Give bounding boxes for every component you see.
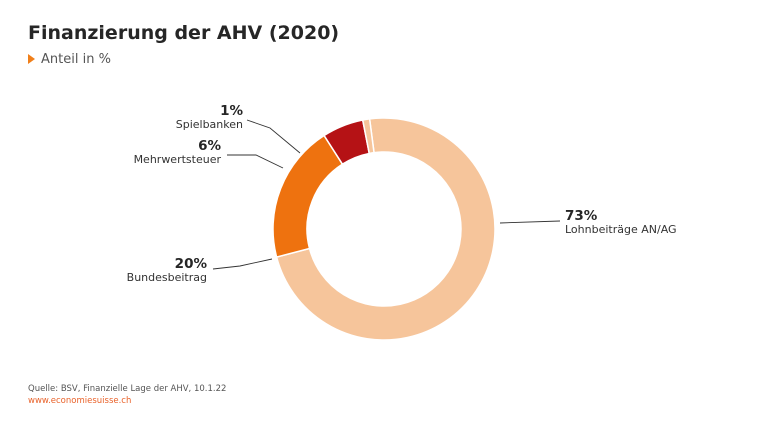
source-note: Quelle: BSV, Finanzielle Lage der AHV, 1… bbox=[28, 384, 227, 394]
slice-lohnbeitr-ge-an-ag[interactable] bbox=[275, 117, 496, 341]
leader-line-spielbanken bbox=[246, 119, 301, 154]
donut-slices bbox=[272, 117, 496, 341]
chart-title: Finanzierung der AHV (2020) bbox=[28, 22, 340, 44]
leader-line-bundesbeitrag bbox=[212, 258, 273, 270]
leader-line-lohnbeitr-ge-an-ag bbox=[499, 220, 561, 224]
chart-subtitle: Anteil in % bbox=[28, 52, 111, 67]
slice-labels: 73%Lohnbeiträge AN/AG 20%Bundesbeitrag 6%M… bbox=[127, 103, 677, 284]
leader-lines bbox=[212, 119, 561, 270]
value-label-lohnbeitr-ge-an-ag: 73% bbox=[565, 208, 598, 224]
value-label-spielbanken: 1% bbox=[220, 103, 243, 119]
footer: Quelle: BSV, Finanzielle Lage der AHV, 1… bbox=[28, 383, 226, 407]
category-label-bundesbeitrag: Bundesbeitrag bbox=[127, 271, 207, 284]
category-label-spielbanken: Spielbanken bbox=[176, 118, 243, 131]
slice-spielbanken[interactable] bbox=[361, 118, 375, 155]
value-label-bundesbeitrag: 20% bbox=[175, 256, 208, 272]
category-label-mehrwertsteuer: Mehrwertsteuer bbox=[134, 153, 222, 166]
subtitle-text: Anteil in % bbox=[41, 52, 111, 67]
category-label-lohnbeitr-ge-an-ag: Lohnbeiträge AN/AG bbox=[565, 223, 677, 236]
triangle-bullet-icon bbox=[28, 54, 35, 64]
website-link[interactable]: www.economiesuisse.ch bbox=[28, 396, 132, 406]
slice-bundesbeitrag[interactable] bbox=[272, 134, 344, 258]
value-label-mehrwertsteuer: 6% bbox=[198, 138, 221, 154]
leader-line-mehrwertsteuer bbox=[227, 154, 284, 169]
